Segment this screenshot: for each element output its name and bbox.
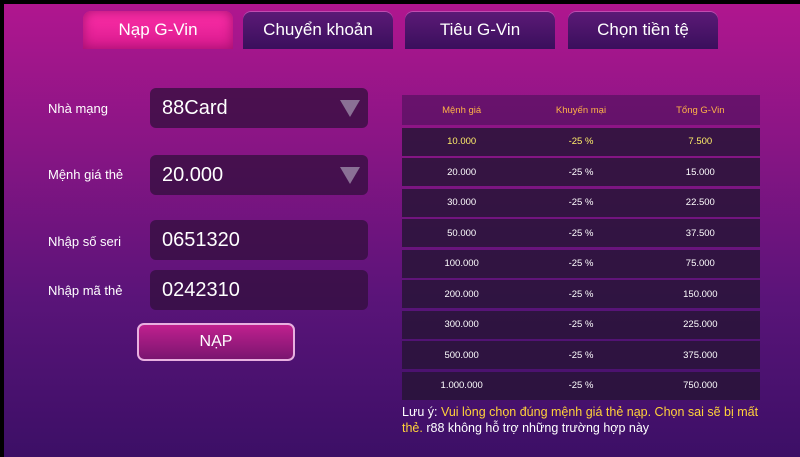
cell-denomination: 30.000 bbox=[447, 197, 477, 208]
table-row[interactable]: 20.000 -25 % 15.000 bbox=[402, 158, 760, 186]
table-row[interactable]: 200.000 -25 % 150.000 bbox=[402, 280, 760, 308]
code-input[interactable]: 0242310 bbox=[150, 270, 368, 310]
cell-promotion: -25 % bbox=[568, 380, 594, 391]
note-warning: Vui lòng chọn đúng mệnh giá thẻ nạp. Chọ… bbox=[402, 405, 759, 435]
table-header: Mệnh giá Khuyến mại Tổng G-Vin bbox=[402, 95, 760, 125]
note-prefix: Lưu ý: bbox=[402, 405, 438, 419]
cell-promotion: -25 % bbox=[568, 258, 594, 269]
cell-denomination: 300.000 bbox=[444, 319, 479, 330]
code-label: Nhập mã thẻ bbox=[48, 283, 123, 298]
cell-promotion: -25 % bbox=[568, 319, 594, 330]
tab-chon-tien-te[interactable]: Chọn tiền tệ bbox=[568, 11, 718, 49]
network-value: 88Card bbox=[162, 96, 228, 119]
denomination-label: Mệnh giá thẻ bbox=[48, 167, 124, 182]
table-row[interactable]: 10.000 -25 % 7.500 bbox=[402, 127, 760, 156]
network-select[interactable]: 88Card bbox=[150, 88, 368, 128]
cell-promotion: -25 % bbox=[568, 349, 594, 361]
table-row[interactable]: 300.000 -25 % 225.000 bbox=[402, 310, 760, 339]
denomination-select[interactable]: 20.000 bbox=[150, 155, 368, 195]
cell-total: 75.000 bbox=[685, 258, 715, 269]
cell-total: 15.000 bbox=[685, 166, 715, 178]
cell-total: 150.000 bbox=[683, 288, 718, 300]
cell-denomination: 1.000.000 bbox=[440, 380, 483, 391]
cell-total: 750.000 bbox=[683, 380, 718, 391]
tab-nap-gvin[interactable]: Nạp G-Vin bbox=[83, 11, 233, 49]
chevron-down-icon bbox=[340, 100, 360, 117]
serial-label: Nhập số seri bbox=[48, 234, 121, 249]
tab-chuyen-khoan[interactable]: Chuyển khoản bbox=[243, 11, 393, 49]
submit-button[interactable]: NẠP bbox=[137, 323, 295, 361]
cell-promotion: -25 % bbox=[568, 227, 594, 239]
rate-table: Mệnh giá Khuyến mại Tổng G-Vin 10.000 -25… bbox=[402, 95, 760, 400]
table-row[interactable]: 500.000 -25 % 375.000 bbox=[402, 341, 760, 369]
header-total: Tổng G-Vin bbox=[676, 104, 725, 116]
denomination-value: 20.000 bbox=[162, 163, 224, 186]
cell-promotion: -25 % bbox=[568, 166, 594, 178]
cell-denomination: 100.000 bbox=[444, 258, 479, 269]
cell-total: 7.500 bbox=[688, 136, 713, 147]
cell-total: 22.500 bbox=[685, 197, 715, 208]
table-row[interactable]: 1.000.000 -25 % 750.000 bbox=[402, 371, 760, 400]
cell-promotion: -25 % bbox=[568, 288, 594, 300]
cell-denomination: 200.000 bbox=[444, 288, 479, 300]
cell-denomination: 500.000 bbox=[444, 349, 479, 361]
cell-denomination: 10.000 bbox=[447, 136, 477, 147]
table-row[interactable]: 30.000 -25 % 22.500 bbox=[402, 188, 760, 217]
serial-input[interactable]: 0651320 bbox=[150, 220, 368, 260]
header-denomination: Mệnh giá bbox=[442, 104, 482, 116]
note-suffix: r88 không hỗ trợ những trường hợp này bbox=[426, 421, 650, 435]
chevron-down-icon bbox=[340, 167, 360, 184]
tab-tieu-gvin[interactable]: Tiêu G-Vin bbox=[405, 11, 555, 49]
cell-denomination: 20.000 bbox=[447, 166, 477, 178]
table-row[interactable]: 50.000 -25 % 37.500 bbox=[402, 219, 760, 247]
cell-promotion: -25 % bbox=[568, 197, 594, 208]
cell-total: 375.000 bbox=[683, 349, 718, 361]
cell-total: 37.500 bbox=[685, 227, 715, 239]
network-label: Nhà mạng bbox=[48, 101, 108, 116]
cell-promotion: -25 % bbox=[568, 136, 594, 147]
cell-total: 225.000 bbox=[683, 319, 718, 330]
header-promotion: Khuyến mại bbox=[555, 104, 607, 116]
note: Lưu ý: Vui lòng chọn đúng mệnh giá thẻ n… bbox=[402, 404, 772, 436]
table-row[interactable]: 100.000 -25 % 75.000 bbox=[402, 249, 760, 278]
cell-denomination: 50.000 bbox=[447, 227, 477, 239]
